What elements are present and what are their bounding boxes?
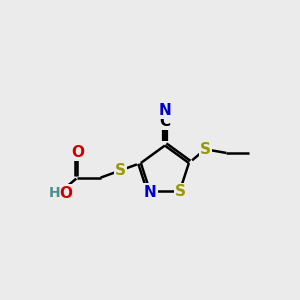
Text: C: C xyxy=(159,114,170,129)
Text: S: S xyxy=(200,142,211,157)
Text: S: S xyxy=(115,163,126,178)
Text: O: O xyxy=(71,145,84,160)
Text: N: N xyxy=(158,103,171,118)
Text: H: H xyxy=(49,186,61,200)
Text: O: O xyxy=(59,186,72,201)
Text: S: S xyxy=(175,184,186,199)
Text: N: N xyxy=(144,184,156,200)
